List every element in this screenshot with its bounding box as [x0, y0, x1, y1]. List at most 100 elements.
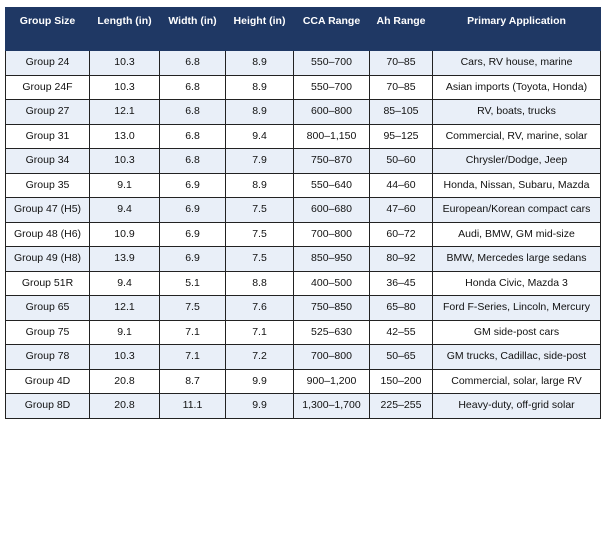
cell-primary-application: GM side-post cars — [432, 319, 601, 345]
cell-primary-application: Honda Civic, Mazda 3 — [432, 270, 601, 296]
cell-height: 7.5 — [225, 221, 294, 247]
cell-cca-range: 525–630 — [293, 319, 370, 345]
cell-primary-application: Cars, RV house, marine — [432, 50, 601, 76]
battery-group-size-table: Group Size Length (in) Width (in) Height (i… — [5, 7, 601, 419]
table-row: Group 27 12.1 6.8 8.9 600–800 85–105 RV, boats… — [5, 99, 601, 125]
cell-length: 10.3 — [89, 74, 160, 100]
cell-length: 10.3 — [89, 50, 160, 76]
cell-primary-application: BMW, Mercedes large sedans — [432, 246, 601, 272]
cell-width: 6.9 — [159, 197, 226, 223]
table-row: Group 4D 20.8 8.7 9.9 900–1,200 150–200 Commer… — [5, 368, 601, 394]
cell-group-size: Group 78 — [5, 344, 90, 370]
header-row: Group Size Length (in) Width (in) Height (i… — [5, 7, 601, 51]
cell-length: 13.0 — [89, 123, 160, 149]
cell-ah-range: 36–45 — [369, 270, 433, 296]
cell-group-size: Group 49 (H8) — [5, 246, 90, 272]
cell-length: 12.1 — [89, 99, 160, 125]
table-row: Group 75 9.1 7.1 7.1 525–630 42–55 GM side-pos… — [5, 319, 601, 345]
table-row: Group 24 10.3 6.8 8.9 550–700 70–85 Cars, RV h… — [5, 50, 601, 76]
cell-width: 8.7 — [159, 368, 226, 394]
cell-length: 9.1 — [89, 319, 160, 345]
table-row: Group 49 (H8) 13.9 6.9 7.5 850–950 80–92 BMW, … — [5, 246, 601, 272]
cell-ah-range: 50–65 — [369, 344, 433, 370]
cell-ah-range: 44–60 — [369, 172, 433, 198]
cell-primary-application: Audi, BMW, GM mid-size — [432, 221, 601, 247]
cell-length: 10.3 — [89, 344, 160, 370]
table-row: Group 24F 10.3 6.8 8.9 550–700 70–85 Asian imp… — [5, 74, 601, 100]
cell-height: 7.9 — [225, 148, 294, 174]
cell-group-size: Group 51R — [5, 270, 90, 296]
column-header-length: Length (in) — [89, 7, 160, 51]
cell-cca-range: 550–700 — [293, 74, 370, 100]
cell-group-size: Group 35 — [5, 172, 90, 198]
cell-cca-range: 700–800 — [293, 344, 370, 370]
cell-primary-application: Commercial, RV, marine, solar — [432, 123, 601, 149]
cell-length: 20.8 — [89, 368, 160, 394]
cell-primary-application: Heavy-duty, off-grid solar — [432, 393, 601, 419]
cell-height: 7.5 — [225, 197, 294, 223]
cell-width: 6.8 — [159, 123, 226, 149]
cell-height: 8.8 — [225, 270, 294, 296]
cell-primary-application: Ford F-Series, Lincoln, Mercury — [432, 295, 601, 321]
cell-width: 6.8 — [159, 50, 226, 76]
cell-length: 10.3 — [89, 148, 160, 174]
cell-ah-range: 85–105 — [369, 99, 433, 125]
table-row: Group 31 13.0 6.8 9.4 800–1,150 95–125 Commerc… — [5, 123, 601, 149]
cell-group-size: Group 34 — [5, 148, 90, 174]
cell-width: 7.1 — [159, 344, 226, 370]
column-header-height: Height (in) — [225, 7, 294, 51]
cell-length: 12.1 — [89, 295, 160, 321]
cell-group-size: Group 4D — [5, 368, 90, 394]
cell-width: 6.8 — [159, 148, 226, 174]
table-row: Group 34 10.3 6.8 7.9 750–870 50–60 Chrysler/D… — [5, 148, 601, 174]
cell-width: 5.1 — [159, 270, 226, 296]
table-row: Group 78 10.3 7.1 7.2 700–800 50–65 GM trucks,… — [5, 344, 601, 370]
cell-height: 7.1 — [225, 319, 294, 345]
cell-width: 7.5 — [159, 295, 226, 321]
cell-cca-range: 900–1,200 — [293, 368, 370, 394]
cell-width: 7.1 — [159, 319, 226, 345]
cell-group-size: Group 27 — [5, 99, 90, 125]
table-row: Group 51R 9.4 5.1 8.8 400–500 36–45 Honda Civi… — [5, 270, 601, 296]
cell-ah-range: 225–255 — [369, 393, 433, 419]
column-header-width: Width (in) — [159, 7, 226, 51]
table-row: Group 35 9.1 6.9 8.9 550–640 44–60 Honda, Niss… — [5, 172, 601, 198]
cell-ah-range: 150–200 — [369, 368, 433, 394]
cell-cca-range: 800–1,150 — [293, 123, 370, 149]
cell-length: 9.1 — [89, 172, 160, 198]
cell-height: 8.9 — [225, 99, 294, 125]
cell-group-size: Group 24 — [5, 50, 90, 76]
cell-height: 9.9 — [225, 393, 294, 419]
cell-cca-range: 850–950 — [293, 246, 370, 272]
column-header-ah-range: Ah Range — [369, 7, 433, 51]
cell-ah-range: 42–55 — [369, 319, 433, 345]
cell-cca-range: 600–800 — [293, 99, 370, 125]
cell-width: 6.8 — [159, 74, 226, 100]
cell-ah-range: 95–125 — [369, 123, 433, 149]
cell-cca-range: 750–850 — [293, 295, 370, 321]
cell-height: 7.5 — [225, 246, 294, 272]
cell-ah-range: 70–85 — [369, 74, 433, 100]
column-header-primary-application: Primary Application — [432, 7, 601, 51]
cell-cca-range: 1,300–1,700 — [293, 393, 370, 419]
cell-width: 6.9 — [159, 221, 226, 247]
cell-length: 9.4 — [89, 197, 160, 223]
cell-cca-range: 700–800 — [293, 221, 370, 247]
cell-primary-application: GM trucks, Cadillac, side-post — [432, 344, 601, 370]
cell-height: 7.6 — [225, 295, 294, 321]
cell-group-size: Group 24F — [5, 74, 90, 100]
cell-width: 6.8 — [159, 99, 226, 125]
cell-cca-range: 550–700 — [293, 50, 370, 76]
table-row: Group 48 (H6) 10.9 6.9 7.5 700–800 60–72 Audi,… — [5, 221, 601, 247]
cell-ah-range: 60–72 — [369, 221, 433, 247]
cell-primary-application: Asian imports (Toyota, Honda) — [432, 74, 601, 100]
column-header-cca-range: CCA Range — [293, 7, 370, 51]
table-row: Group 8D 20.8 11.1 9.9 1,300–1,700 225–255 Hea… — [5, 393, 601, 419]
cell-group-size: Group 65 — [5, 295, 90, 321]
cell-group-size: Group 31 — [5, 123, 90, 149]
cell-ah-range: 70–85 — [369, 50, 433, 76]
cell-primary-application: RV, boats, trucks — [432, 99, 601, 125]
cell-ah-range: 50–60 — [369, 148, 433, 174]
cell-group-size: Group 8D — [5, 393, 90, 419]
cell-height: 9.9 — [225, 368, 294, 394]
